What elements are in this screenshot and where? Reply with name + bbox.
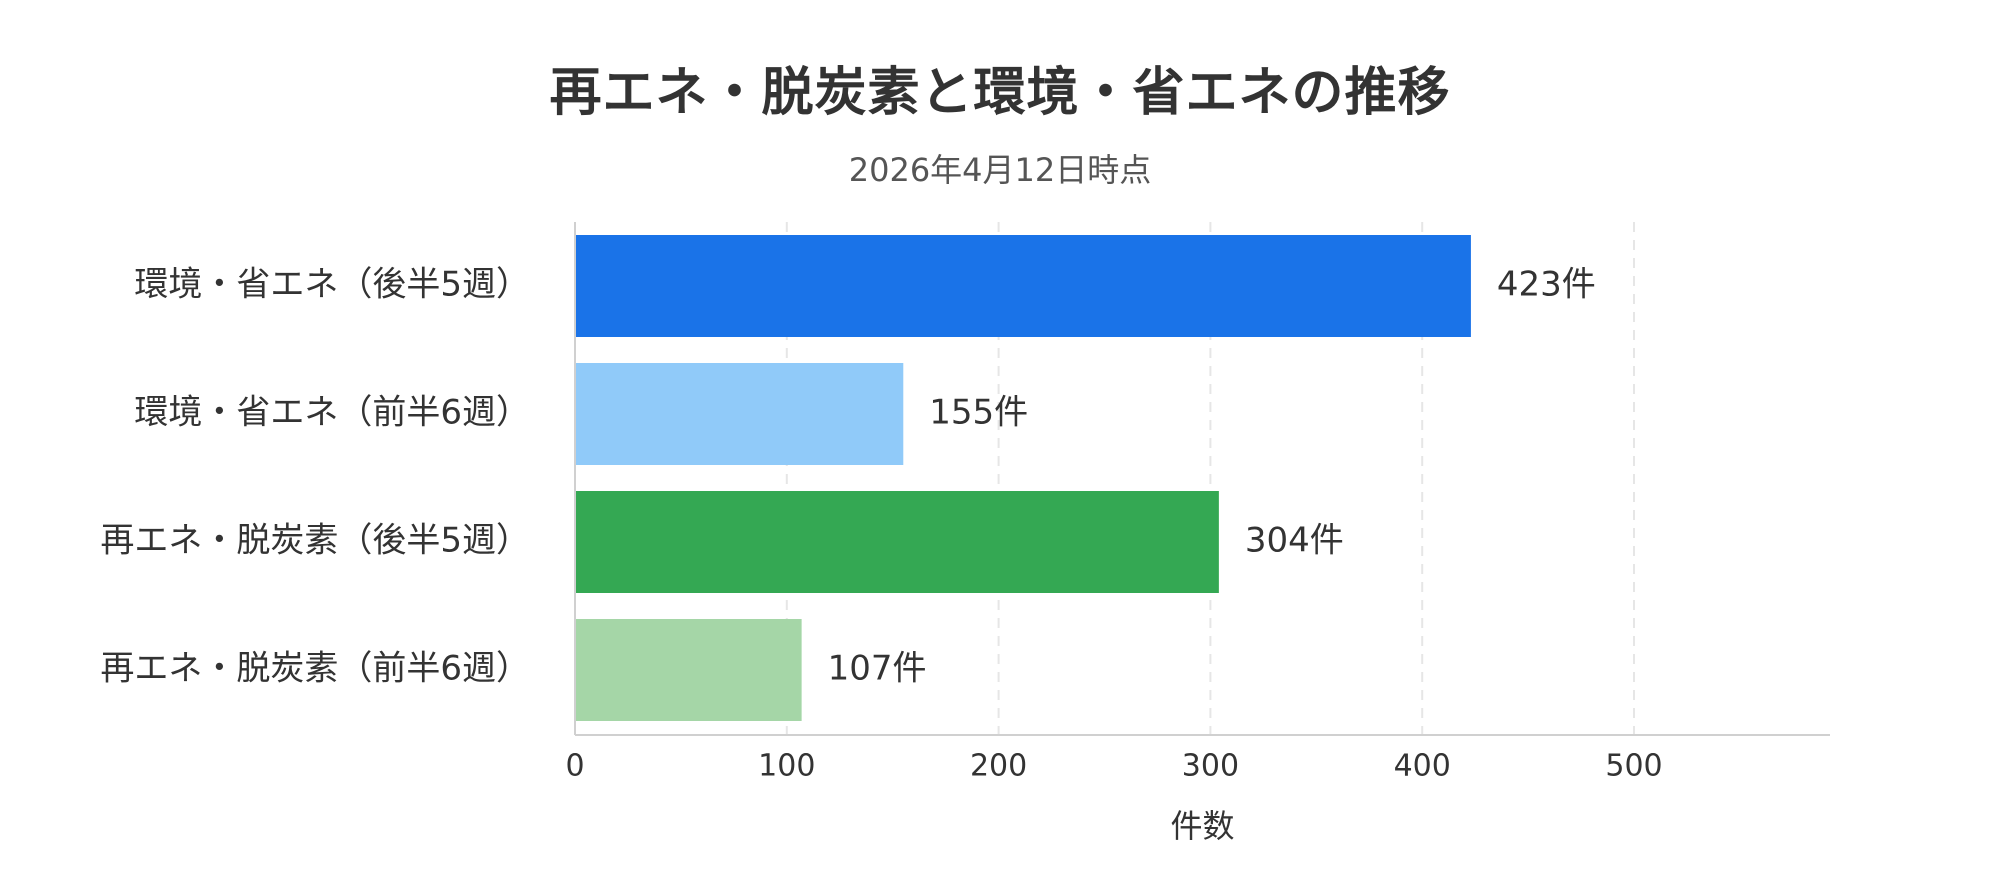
data-label: 423件 (1497, 265, 1596, 305)
data-label: 155件 (929, 393, 1028, 433)
chart-subtitle: 2026年4月12日時点 (848, 151, 1152, 189)
x-tick-label: 200 (970, 749, 1027, 784)
data-label: 107件 (828, 649, 927, 689)
bar (575, 619, 802, 721)
category-label: 再エネ・脱炭素（前半6週） (100, 649, 530, 689)
bar (575, 363, 904, 465)
category-label: 再エネ・脱炭素（後半5週） (100, 521, 530, 561)
x-tick-label: 0 (565, 749, 584, 784)
bars (575, 235, 1471, 721)
x-tick-label: 400 (1394, 749, 1451, 784)
x-axis: 0 100 200 300 400 500 (565, 222, 1830, 784)
value-labels: 423件 155件 304件 107件 (828, 265, 1596, 689)
category-label: 環境・省エネ（後半5週） (134, 265, 530, 305)
grid-lines (785, 222, 1635, 735)
category-label: 環境・省エネ（前半6週） (134, 393, 530, 433)
x-tick-label: 100 (758, 749, 815, 784)
bar (575, 491, 1219, 593)
x-axis-title: 件数 (1170, 807, 1234, 845)
bar (575, 235, 1471, 337)
data-label: 304件 (1245, 521, 1344, 561)
chart-title: 再エネ・脱炭素と環境・省エネの推移 (549, 63, 1451, 123)
category-labels: 環境・省エネ（後半5週） 環境・省エネ（前半6週） 再エネ・脱炭素（後半5週） 再エネ… (100, 265, 530, 689)
x-tick-label: 500 (1605, 749, 1662, 784)
x-tick-label: 300 (1182, 749, 1239, 784)
